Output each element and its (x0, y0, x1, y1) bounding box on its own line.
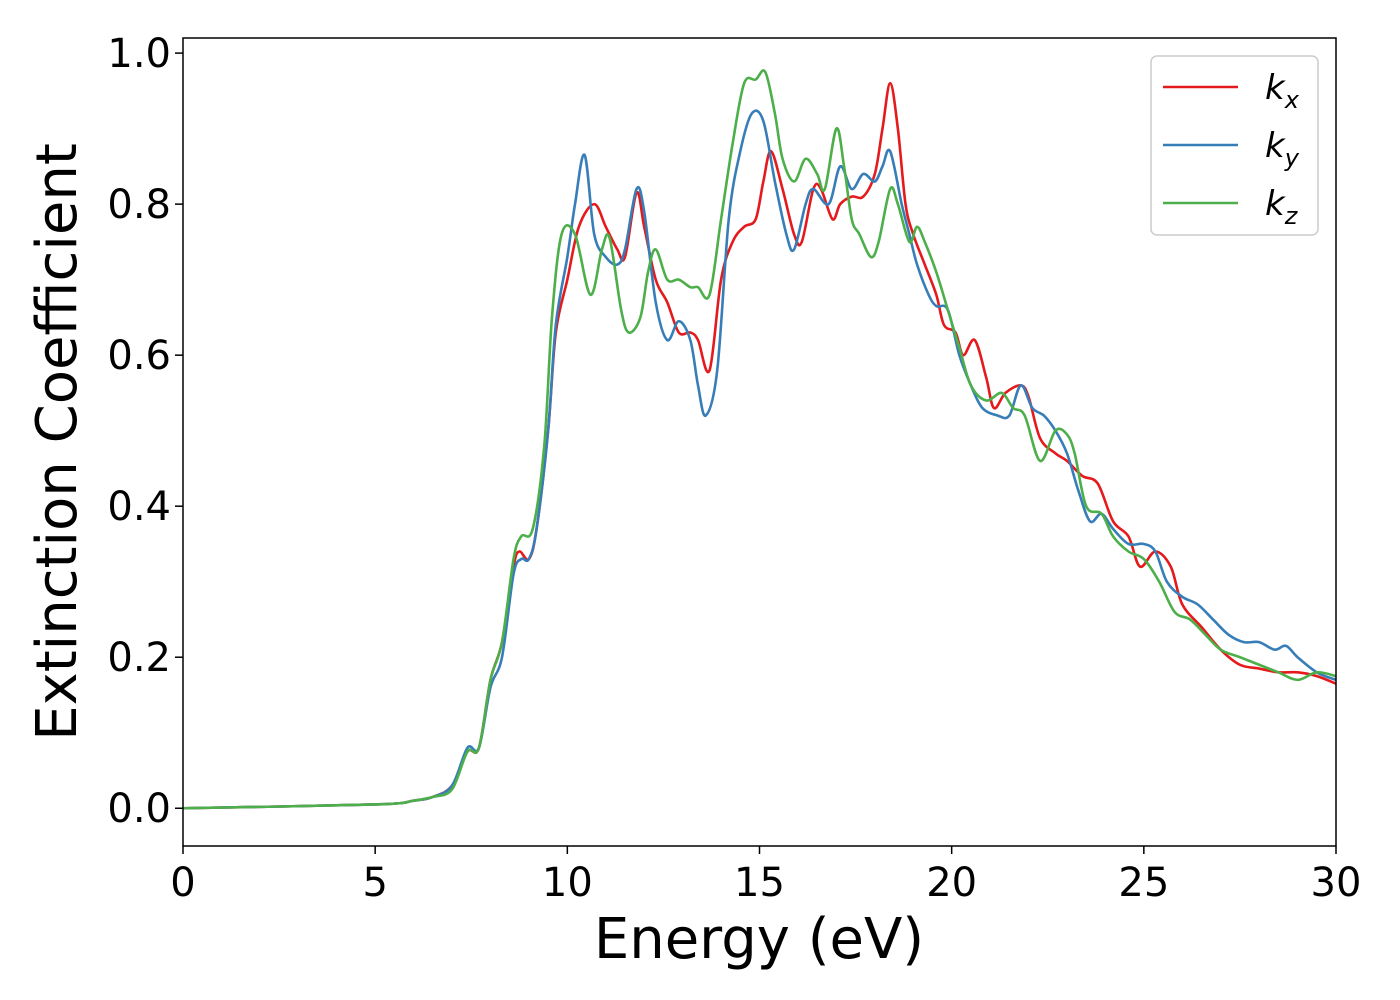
x-tick-label: 20 (926, 860, 977, 906)
y-axis: 0.0 0.2 0.4 0.6 0.8 1.0 (107, 31, 183, 832)
x-tick-label: 10 (542, 860, 593, 906)
y-tick-label: 0.8 (107, 182, 171, 228)
x-tick-label: 0 (170, 860, 195, 906)
y-tick-label: 1.0 (107, 31, 171, 77)
x-axis: 0 5 10 15 20 25 30 (170, 846, 1361, 906)
y-tick-label: 0.0 (107, 786, 171, 832)
y-tick-label: 0.4 (107, 484, 171, 530)
y-tick-label: 0.6 (107, 333, 171, 379)
y-axis-title: Extinction Coefficient (25, 143, 90, 741)
y-tick-label: 0.2 (107, 635, 171, 681)
series-layer (183, 69, 1336, 810)
series-line-ky (183, 109, 1336, 810)
x-axis-title: Energy (eV) (594, 907, 924, 972)
x-tick-label: 5 (362, 860, 387, 906)
x-tick-label: 15 (734, 860, 785, 906)
x-tick-label: 30 (1311, 860, 1362, 906)
x-tick-label: 25 (1118, 860, 1169, 906)
series-line-kz (183, 69, 1336, 810)
